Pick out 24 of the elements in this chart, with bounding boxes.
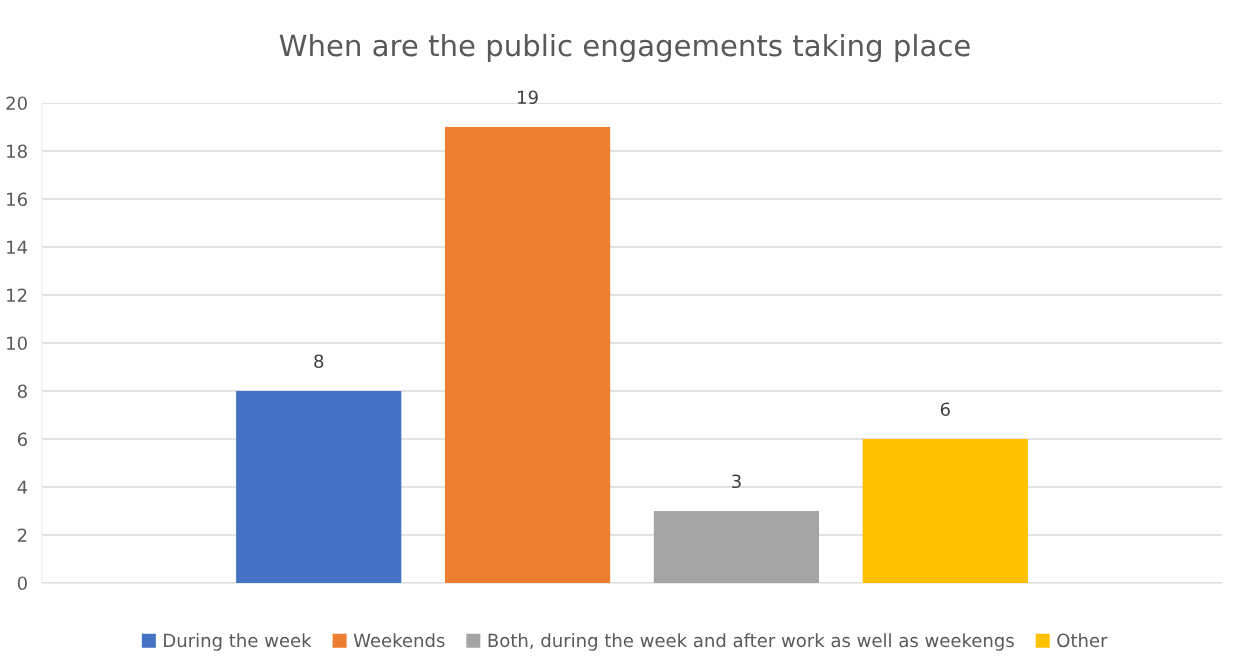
y-tick-label: 2 bbox=[17, 528, 27, 542]
bar bbox=[862, 439, 1028, 583]
y-tick-label: 0 bbox=[17, 576, 27, 591]
chart-title: When are the public engagements taking place bbox=[279, 33, 970, 63]
bar bbox=[236, 391, 402, 583]
y-tick-label: 14 bbox=[7, 240, 28, 254]
bar bbox=[653, 511, 820, 583]
data-label: 8 bbox=[314, 354, 324, 369]
y-tick-label: 6 bbox=[17, 432, 27, 447]
y-tick-label: 10 bbox=[7, 336, 27, 351]
y-tick-label: 12 bbox=[7, 288, 27, 302]
y-tick-label: 16 bbox=[7, 192, 27, 207]
y-tick-label: 18 bbox=[7, 144, 27, 159]
data-label: 3 bbox=[732, 474, 741, 489]
data-label: 19 bbox=[518, 90, 538, 105]
data-label: 6 bbox=[940, 402, 950, 417]
bar bbox=[444, 127, 611, 583]
legend-label: Weekends bbox=[353, 633, 445, 648]
legend-label: During the week bbox=[164, 633, 312, 651]
y-tick-label: 4 bbox=[17, 480, 28, 494]
y-tick-label: 8 bbox=[17, 384, 27, 399]
y-tick-label: 20 bbox=[6, 96, 27, 111]
legend-label: Other bbox=[1057, 633, 1108, 648]
legend-label: Both, during the week and after work as well as weekengs bbox=[488, 633, 1014, 651]
